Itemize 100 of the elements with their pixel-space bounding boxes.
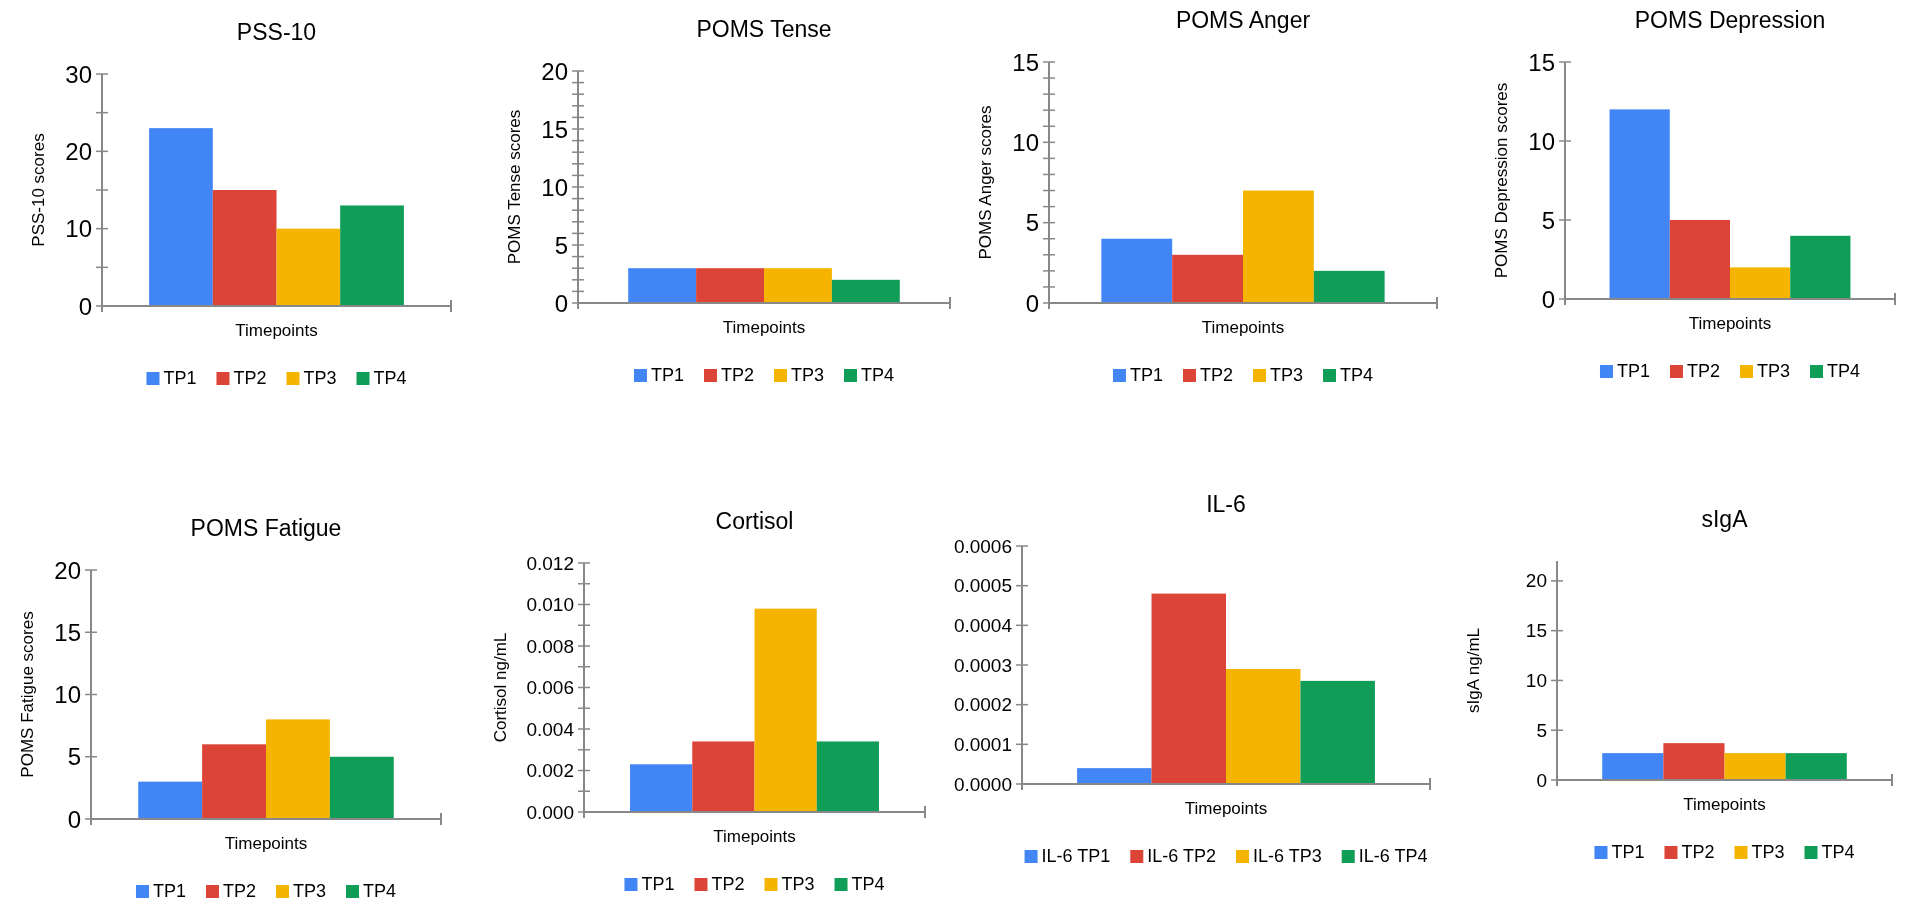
y-tick-label: 30 <box>65 60 92 88</box>
bar <box>754 608 817 812</box>
legend-label: TP1 <box>152 881 186 901</box>
y-tick-label: 0 <box>78 292 92 320</box>
x-axis-title: Timepoints <box>1683 795 1766 814</box>
bar <box>1730 267 1791 299</box>
legend-label: TP4 <box>1827 361 1861 381</box>
y-tick-label: 0.0005 <box>953 575 1012 597</box>
y-tick-label: 15 <box>54 618 81 646</box>
legend-label: TP3 <box>781 874 815 894</box>
legend-label: TP4 <box>373 368 407 388</box>
y-tick-label: 20 <box>65 137 92 165</box>
legend-label: TP4 <box>363 881 397 901</box>
y-tick-label: 20 <box>541 57 568 85</box>
legend-label: IL-6 TP3 <box>1253 846 1322 866</box>
bar <box>1790 235 1851 299</box>
bar <box>1669 220 1731 299</box>
bar <box>329 756 394 819</box>
bar <box>692 741 755 812</box>
y-tick-label: 0 <box>1541 285 1555 313</box>
chart-title: Cortisol <box>715 508 794 534</box>
bar <box>630 764 693 812</box>
y-tick-label: 0.0004 <box>953 614 1013 636</box>
legend-label: TP4 <box>861 365 895 385</box>
legend-label: TP1 <box>1611 842 1645 862</box>
y-tick-label: 5 <box>1536 719 1547 741</box>
chart-title: PSS-10 <box>236 19 317 45</box>
bar <box>1243 190 1314 303</box>
bar <box>1101 238 1173 303</box>
y-axis-title: Cortisol ng/mL <box>491 632 510 743</box>
y-axis-title: PSS-10 scores <box>29 133 48 247</box>
y-tick-label: 20 <box>54 556 81 584</box>
legend-label: IL-6 TP4 <box>1358 846 1428 866</box>
chart-title: POMS Fatigue <box>190 515 342 541</box>
y-axis-title: POMS Anger scores <box>976 105 995 260</box>
legend-label: IL-6 TP1 <box>1041 846 1111 866</box>
y-tick-label: 0 <box>1536 769 1547 791</box>
y-tick-label: 0 <box>67 805 81 833</box>
bar <box>1609 109 1670 299</box>
legend-label: TP3 <box>303 368 337 388</box>
y-tick-label: 5 <box>1541 206 1555 234</box>
legend-label: TP1 <box>1616 361 1650 381</box>
bar <box>138 781 203 819</box>
y-tick-label: 10 <box>1012 128 1039 156</box>
y-tick-label: 0.010 <box>526 594 574 615</box>
y-axis-title: POMS Fatigue scores <box>18 611 37 778</box>
legend-label: TP2 <box>1199 365 1233 385</box>
chart-title: IL-6 <box>1206 491 1246 517</box>
y-tick-label: 15 <box>1525 620 1547 642</box>
legend-label: TP2 <box>222 881 256 901</box>
legend-label: TP3 <box>1757 361 1791 381</box>
y-tick-label: 0.000 <box>526 801 574 823</box>
y-tick-label: 15 <box>1012 48 1039 76</box>
x-axis-title: Timepoints <box>1184 799 1268 818</box>
chart-title: POMS Tense <box>696 16 832 42</box>
y-tick-label: 20 <box>1525 570 1547 592</box>
y-tick-label: 0 <box>1025 289 1039 317</box>
y-axis-title: POMS Depression scores <box>1492 82 1511 279</box>
chart-title: POMS Anger <box>1175 7 1311 33</box>
y-tick-label: 10 <box>541 173 568 201</box>
legend-label: TP2 <box>720 365 754 385</box>
y-tick-label: 0.002 <box>526 760 574 781</box>
y-tick-label: 5 <box>554 231 568 259</box>
legend-label: TP2 <box>1681 842 1715 862</box>
x-axis-title: Timepoints <box>722 318 806 337</box>
y-tick-label: 0.004 <box>526 718 575 740</box>
y-tick-label: 0.0001 <box>953 733 1012 755</box>
x-axis-title: Timepoints <box>235 321 318 340</box>
x-axis-title: Timepoints <box>713 827 796 846</box>
chart-title: POMS Depression <box>1634 7 1826 33</box>
bar <box>149 128 213 306</box>
y-tick-label: 10 <box>54 681 81 708</box>
bar <box>1151 593 1226 784</box>
y-tick-label: 0.0006 <box>953 535 1012 557</box>
y-tick-label: 15 <box>1528 48 1555 76</box>
x-axis-title: Timepoints <box>1201 318 1285 337</box>
bar <box>1313 270 1385 303</box>
y-tick-label: 10 <box>65 215 92 243</box>
legend-label: TP1 <box>1129 365 1163 385</box>
legend-label: TP3 <box>791 365 825 385</box>
y-tick-label: 0 <box>554 289 568 317</box>
legend-label: TP2 <box>233 368 267 388</box>
y-tick-label: 0.0003 <box>953 654 1012 676</box>
legend-label: TP3 <box>1270 365 1304 385</box>
bar <box>1172 254 1243 303</box>
y-tick-label: 0.0000 <box>953 773 1012 795</box>
legend-label: TP1 <box>641 874 675 894</box>
y-axis-title: POMS Tense scores <box>505 109 524 265</box>
bar <box>1300 680 1375 784</box>
y-tick-label: 10 <box>1525 669 1547 691</box>
bar <box>266 719 330 819</box>
bar <box>1077 768 1152 784</box>
y-tick-label: 15 <box>541 115 568 143</box>
y-tick-label: 10 <box>1528 127 1555 155</box>
y-tick-label: 0.012 <box>526 552 574 574</box>
y-tick-label: 5 <box>67 743 81 771</box>
y-tick-label: 0.0002 <box>953 694 1012 716</box>
legend-label: TP4 <box>1821 842 1855 862</box>
x-axis-title: Timepoints <box>224 834 308 853</box>
legend-label: TP3 <box>293 881 327 901</box>
